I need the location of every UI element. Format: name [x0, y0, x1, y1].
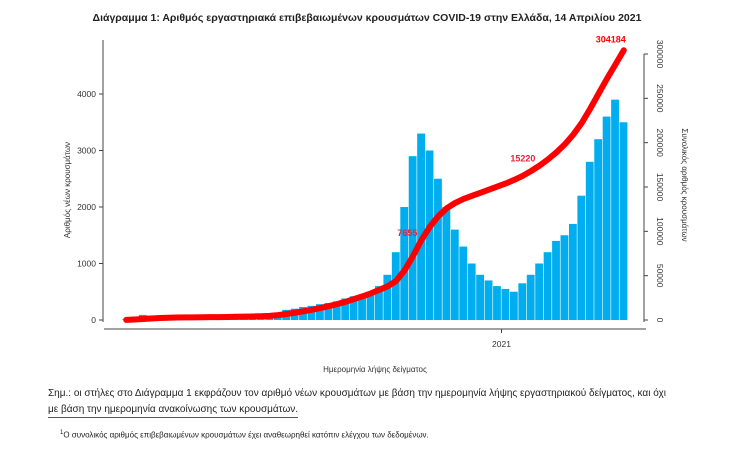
bar-new-cases	[509, 291, 518, 320]
bar-new-cases	[543, 252, 552, 320]
bar-new-cases	[434, 178, 442, 320]
bar-new-cases	[408, 156, 417, 320]
bar-new-cases	[442, 207, 451, 320]
bar-new-cases	[493, 286, 501, 320]
bar-new-cases	[535, 263, 544, 320]
bar-new-cases	[467, 263, 476, 320]
bar-new-cases	[307, 305, 316, 320]
bar-new-cases	[484, 280, 493, 320]
bar-new-cases	[602, 116, 611, 320]
bar-new-cases	[349, 296, 358, 320]
bar-new-cases	[619, 122, 628, 320]
bar-new-cases	[375, 286, 383, 320]
bar-new-cases	[459, 246, 468, 320]
bar-new-cases	[417, 133, 425, 320]
bar-new-cases	[324, 303, 333, 320]
bar-new-cases	[383, 274, 392, 320]
bar-new-cases	[501, 288, 510, 320]
y2-tick-label: 50000	[655, 264, 665, 288]
y2-axis-label: Συνολικός αριθμός κρουσμάτων	[680, 128, 689, 241]
bar-new-cases	[560, 235, 569, 320]
bar-new-cases	[552, 240, 560, 320]
bar-new-cases	[518, 283, 527, 320]
bar-new-cases	[476, 274, 485, 320]
bar-new-cases	[568, 223, 577, 320]
y-tick-label: 4000	[77, 89, 96, 99]
chart-title: Διάγραμμα 1: Αριθμός εργαστηριακά επιβεβ…	[92, 12, 642, 24]
bar-new-cases	[315, 304, 324, 320]
footnote: 1Ο συνολικός αριθμός επιβεβαιωμένων κρου…	[60, 430, 429, 440]
line-cumulative-cases	[123, 47, 627, 323]
annotation-label: 7655	[397, 228, 417, 238]
y2-tick-label: 0	[655, 318, 665, 323]
note-line-1: Σημ.: οι στήλες στο Διάγραμμα 1 εκφράζου…	[48, 388, 666, 399]
chart-svg: 0 1000 2000 3000 4000 0 50000 100000 150000 20000…	[63, 34, 689, 374]
y-tick-label: 2000	[77, 202, 96, 212]
y2-tick-label: 300000	[655, 40, 665, 69]
y2-tick-label: 100000	[655, 217, 665, 246]
y-tick-label: 1000	[77, 259, 96, 269]
bar-new-cases	[391, 252, 400, 320]
y-tick-label: 0	[91, 315, 96, 325]
footnote-text: Ο συνολικός αριθμός επιβεβαιωμένων κρουσ…	[63, 430, 429, 440]
bar-new-cases	[341, 298, 350, 320]
bar-new-cases	[585, 161, 594, 320]
y2-tick-label: 250000	[655, 84, 665, 113]
footnote-mark: 1	[60, 430, 64, 436]
x-axis-label: Ημερομηνία λήψης δείγματος	[323, 365, 427, 374]
y2-tick-label: 200000	[655, 128, 665, 157]
bar-new-cases	[611, 99, 619, 321]
y-axis-label: Αριθμός νέων κρουσμάτων	[63, 142, 72, 238]
bar-new-cases	[400, 207, 409, 320]
bar-new-cases	[526, 274, 535, 320]
bar-new-cases	[577, 195, 586, 320]
bar-new-cases	[366, 291, 375, 320]
annotation-label: 304184	[596, 34, 626, 44]
bar-new-cases	[425, 150, 434, 320]
bar-new-cases	[450, 229, 459, 320]
note-line-2: με βάση την ημερομηνία ανακοίνωσης των κ…	[48, 404, 299, 418]
y2-tick-label: 150000	[655, 173, 665, 202]
annotation-label: 15220	[510, 154, 535, 164]
bar-new-cases	[594, 139, 603, 320]
bar-new-cases	[332, 301, 341, 320]
y-tick-label: 3000	[77, 146, 96, 156]
bar-new-cases	[358, 294, 366, 320]
x-tick-label: 2021	[492, 339, 511, 349]
chart-note: Σημ.: οι στήλες στο Διάγραμμα 1 εκφράζου…	[48, 386, 708, 418]
